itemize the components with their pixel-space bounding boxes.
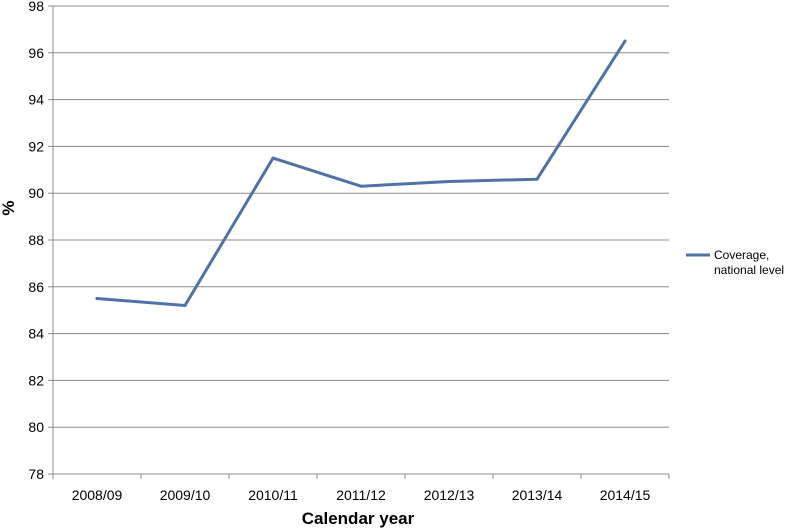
data-point: [271, 156, 275, 160]
data-point: [359, 184, 363, 188]
series-lines: [95, 39, 627, 308]
x-axis-title: Calendar year: [302, 509, 415, 528]
y-tick-label: 90: [28, 185, 44, 201]
y-tick-label: 96: [28, 45, 44, 61]
y-tick-label: 80: [28, 419, 44, 435]
y-tick-label: 98: [28, 0, 44, 14]
x-tick-label: 2009/10: [160, 487, 211, 503]
legend-label-line: Coverage,: [714, 248, 769, 262]
series-line: [95, 39, 627, 307]
legend-label-line: national level: [714, 263, 784, 277]
x-tick-label: 2008/09: [72, 487, 123, 503]
x-tick-label: 2012/13: [424, 487, 475, 503]
data-point: [183, 304, 187, 308]
data-point: [535, 177, 539, 181]
y-tick-label: 82: [28, 372, 44, 388]
x-tick-labels: 2008/09 2009/10 2010/11 2011/12 2012/13 2013/…: [72, 487, 651, 503]
x-tick-label: 2010/11: [248, 487, 298, 503]
grid-lines: [53, 5, 669, 475]
x-tick-label: 2014/15: [600, 487, 651, 503]
data-point: [447, 180, 451, 183]
x-tick-label: 2011/12: [336, 487, 386, 503]
y-tick-label: 94: [28, 92, 44, 108]
y-axis-title: %: [0, 200, 18, 215]
y-tick-label: 88: [28, 232, 44, 248]
y-tick-label: 84: [28, 326, 44, 342]
data-point: [95, 297, 99, 300]
legend: Coverage, national level: [686, 248, 784, 277]
y-tick-labels: 78 80 82 84 86 88 90 92 94 96 98: [28, 0, 44, 482]
y-tick-label: 86: [28, 279, 44, 295]
data-point: [623, 39, 627, 43]
y-tick-label: 92: [28, 138, 44, 154]
y-tick-label: 78: [28, 466, 44, 482]
x-tick-label: 2013/14: [512, 487, 563, 503]
legend-label: Coverage, national level: [714, 248, 784, 277]
axes: [48, 5, 670, 479]
